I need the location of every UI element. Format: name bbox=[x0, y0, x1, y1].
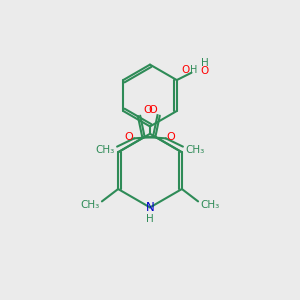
Text: O: O bbox=[148, 105, 157, 115]
Text: H: H bbox=[190, 65, 197, 75]
Text: O: O bbox=[201, 66, 209, 76]
Text: CH₃: CH₃ bbox=[80, 200, 99, 210]
Text: CH₃: CH₃ bbox=[201, 200, 220, 210]
Text: H: H bbox=[201, 58, 208, 68]
Text: O: O bbox=[143, 105, 152, 115]
Text: N: N bbox=[146, 201, 154, 214]
Text: CH₃: CH₃ bbox=[95, 145, 114, 155]
Text: O: O bbox=[167, 132, 176, 142]
Text: O: O bbox=[124, 132, 133, 142]
Text: H: H bbox=[146, 214, 154, 224]
Text: O: O bbox=[181, 65, 189, 75]
Text: CH₃: CH₃ bbox=[186, 145, 205, 155]
